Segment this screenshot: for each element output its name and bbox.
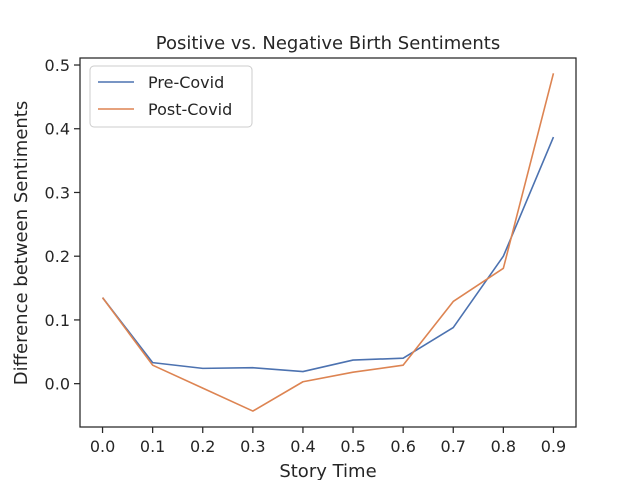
x-tick-label: 0.2 bbox=[190, 437, 215, 456]
x-tick-label: 0.7 bbox=[441, 437, 466, 456]
x-axis-label: Story Time bbox=[279, 461, 376, 480]
x-axis: 0.0 0.1 0.2 0.3 0.4 0.5 0.6 0.7 0.8 0.9 bbox=[90, 427, 566, 456]
chart-title: Positive vs. Negative Birth Sentiments bbox=[156, 33, 500, 54]
x-tick-label: 0.1 bbox=[140, 437, 165, 456]
plot-area bbox=[79, 57, 577, 428]
series-line-post-covid bbox=[101, 73, 555, 412]
y-tick-label: 0.0 bbox=[45, 375, 70, 394]
x-tick-label: 0.4 bbox=[290, 437, 315, 456]
x-tick-label: 0.8 bbox=[491, 437, 516, 456]
series-line-pre-covid bbox=[101, 136, 555, 373]
x-tick-label: 0.3 bbox=[240, 437, 265, 456]
plot-frame bbox=[79, 57, 577, 428]
y-axis: 0.0 0.1 0.2 0.3 0.4 0.5 bbox=[45, 56, 80, 394]
y-tick-label: 0.4 bbox=[45, 120, 70, 139]
x-tick-label: 0.5 bbox=[340, 437, 365, 456]
legend: Pre-Covid Post-Covid bbox=[89, 65, 253, 128]
y-axis-label: Difference between Sentiments bbox=[11, 101, 32, 386]
y-tick-label: 0.2 bbox=[45, 247, 70, 266]
y-tick-label: 0.3 bbox=[45, 183, 70, 202]
x-tick-label: 0.9 bbox=[541, 437, 566, 456]
y-tick-label: 0.5 bbox=[45, 56, 70, 75]
y-tick-label: 0.1 bbox=[45, 311, 70, 330]
legend-label: Post-Covid bbox=[148, 100, 232, 119]
x-tick-label: 0.0 bbox=[90, 437, 115, 456]
legend-label: Pre-Covid bbox=[148, 73, 224, 92]
x-tick-label: 0.6 bbox=[390, 437, 415, 456]
